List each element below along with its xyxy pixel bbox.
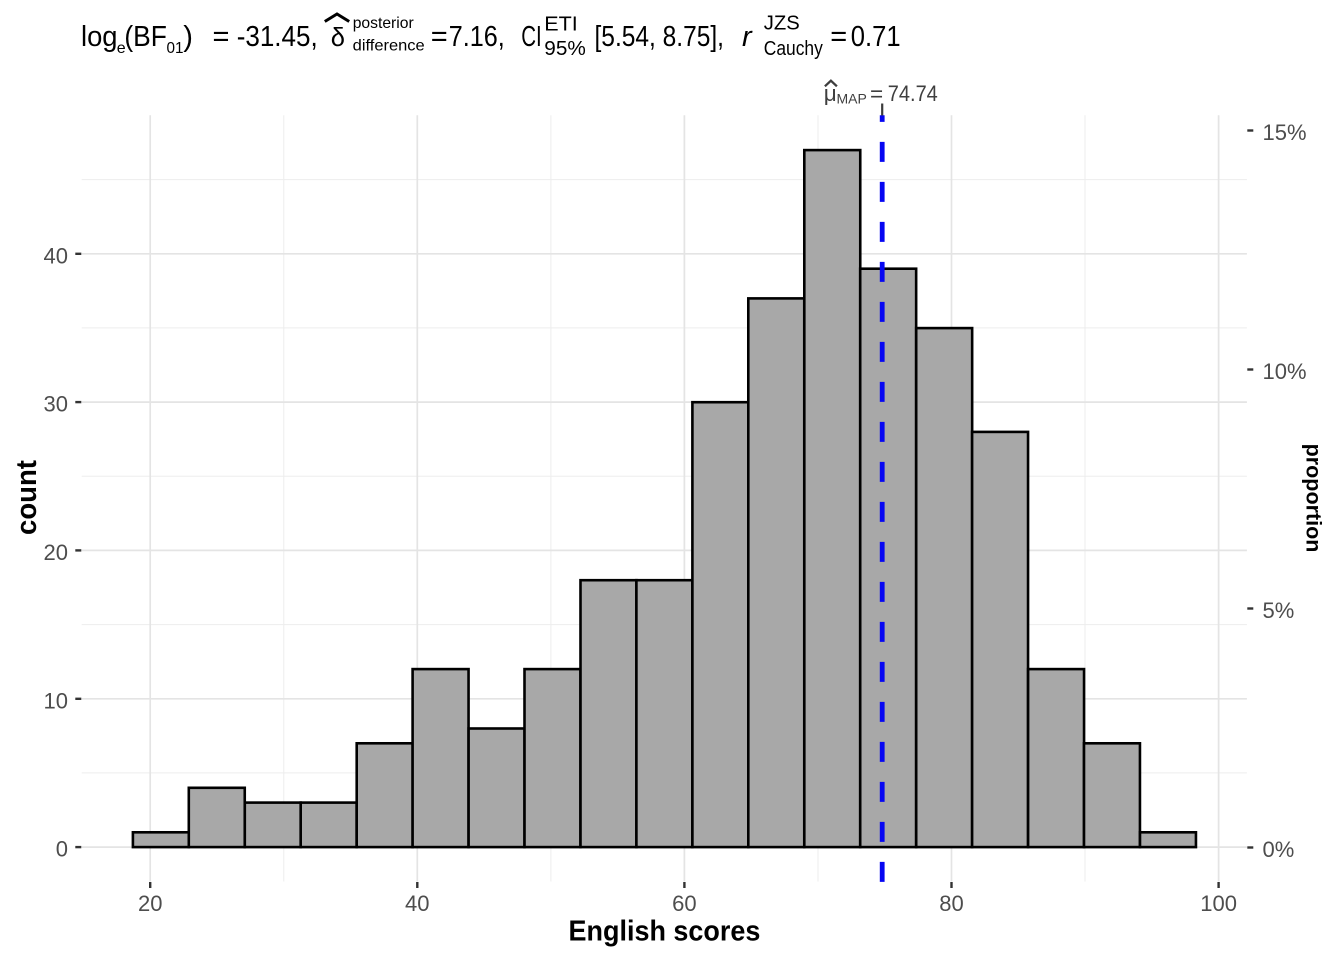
svg-text:0: 0 [56,837,68,862]
svg-text:e: e [117,40,126,57]
svg-text:-31.45,: -31.45, [237,21,318,53]
svg-text:7.16,: 7.16, [449,21,505,53]
svg-text:40: 40 [44,243,68,268]
svg-text:proportion: proportion [1301,444,1325,553]
svg-text:100: 100 [1200,891,1237,916]
svg-text:95%: 95% [544,38,586,60]
svg-text:10: 10 [44,688,68,713]
svg-text:=: = [213,21,230,53]
svg-text:difference: difference [353,38,425,55]
svg-text:English scores: English scores [569,914,761,946]
svg-text:=: = [870,81,883,106]
svg-text:[5.54, 8.75],: [5.54, 8.75], [595,21,725,53]
svg-text:ETI: ETI [544,13,578,35]
svg-text:count: count [9,459,42,535]
svg-text:15%: 15% [1263,120,1307,145]
svg-text:): ) [183,21,193,53]
svg-text:JZS: JZS [764,12,800,34]
svg-text:10%: 10% [1263,359,1307,384]
svg-text:Cauchy: Cauchy [764,38,823,60]
svg-text:=: = [431,21,448,53]
svg-text:0%: 0% [1263,837,1295,862]
svg-text:CI: CI [521,21,542,53]
svg-text:(BF: (BF [124,21,166,53]
svg-text:20: 20 [138,891,162,916]
svg-text:r: r [742,21,753,53]
svg-text:posterior: posterior [353,15,415,32]
svg-text:δ: δ [331,24,345,52]
svg-text:MAP: MAP [837,90,867,106]
svg-text:μ: μ [824,81,837,106]
svg-text:5%: 5% [1263,598,1295,623]
svg-text:30: 30 [44,392,68,417]
svg-text:=: = [830,21,847,53]
svg-text:20: 20 [44,540,68,565]
svg-text:40: 40 [405,891,429,916]
svg-text:74.74: 74.74 [888,81,938,106]
svg-text:01: 01 [167,40,184,57]
svg-text:0.71: 0.71 [851,21,901,53]
svg-text:80: 80 [939,891,963,916]
svg-text:60: 60 [672,891,696,916]
svg-text:log: log [81,21,118,53]
